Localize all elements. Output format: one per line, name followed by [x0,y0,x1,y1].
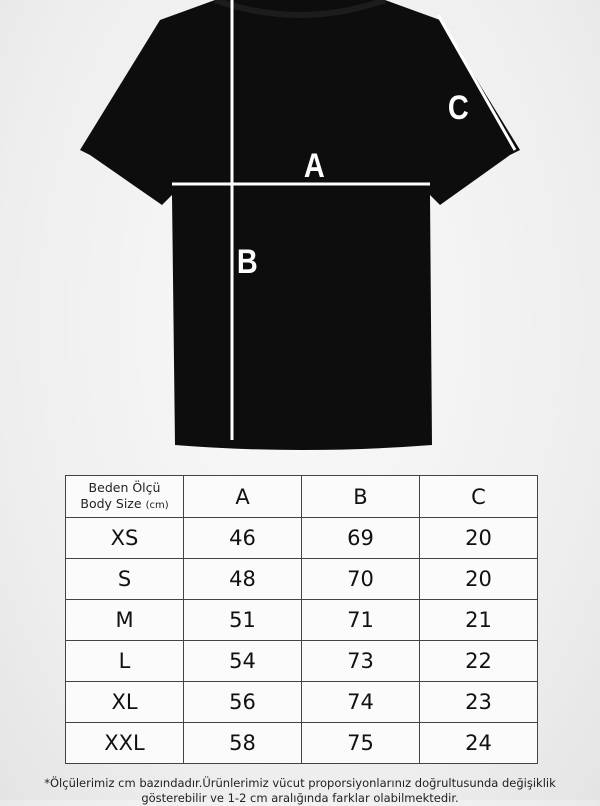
b-cell: 75 [301,722,420,764]
b-cell: 69 [301,517,420,559]
label-b: B [236,243,258,281]
header-b: B [301,475,420,518]
size-cell: XS [65,517,184,559]
size-cell: XXL [65,722,184,764]
a-cell: 51 [183,599,302,641]
c-cell: 20 [419,517,538,559]
c-cell: 24 [419,722,538,764]
table-row: XXL 58 75 24 [65,722,538,764]
a-cell: 46 [183,517,302,559]
header-line2: Body Size [80,495,142,511]
table-row: XS 46 69 20 [65,517,538,559]
size-table: Beden Ölçü Body Size (cm) A B C XS 46 69 20… [65,475,538,764]
collar [214,0,386,18]
table-row: M 51 71 21 [65,599,538,641]
a-cell: 54 [183,640,302,682]
c-cell: 23 [419,681,538,723]
header-unit: (cm) [145,499,169,511]
note-line1: *Ölçülerimiz cm bazındadır.Ürünlerimiz v… [44,776,556,790]
c-cell: 20 [419,558,538,600]
b-cell: 71 [301,599,420,641]
measure-line-c [436,14,517,151]
a-cell: 48 [183,558,302,600]
a-cell: 58 [183,722,302,764]
header-c: C [419,475,538,518]
tshirt-diagram [80,0,520,450]
c-cell: 21 [419,599,538,641]
size-cell: S [65,558,184,600]
label-a: A [303,147,325,185]
b-cell: 74 [301,681,420,723]
header-a: A [183,475,302,518]
size-cell: M [65,599,184,641]
table-header: Beden Ölçü Body Size (cm) A B C [65,475,538,518]
table-row: XL 56 74 23 [65,681,538,723]
c-cell: 22 [419,640,538,682]
table-row: S 48 70 20 [65,558,538,600]
a-cell: 56 [183,681,302,723]
header-line1: Beden Ölçü [88,479,161,495]
table-row: L 54 73 22 [65,640,538,682]
tshirt-body [80,0,520,450]
note-line2: gösterebilir ve 1-2 cm aralığında farkla… [141,791,459,805]
label-c: C [447,89,469,127]
size-cell: XL [65,681,184,723]
b-cell: 73 [301,640,420,682]
measurement-note: *Ölçülerimiz cm bazındadır.Ürünlerimiz v… [0,776,600,806]
b-cell: 70 [301,558,420,600]
size-cell: L [65,640,184,682]
header-size-cell: Beden Ölçü Body Size (cm) [65,475,184,518]
